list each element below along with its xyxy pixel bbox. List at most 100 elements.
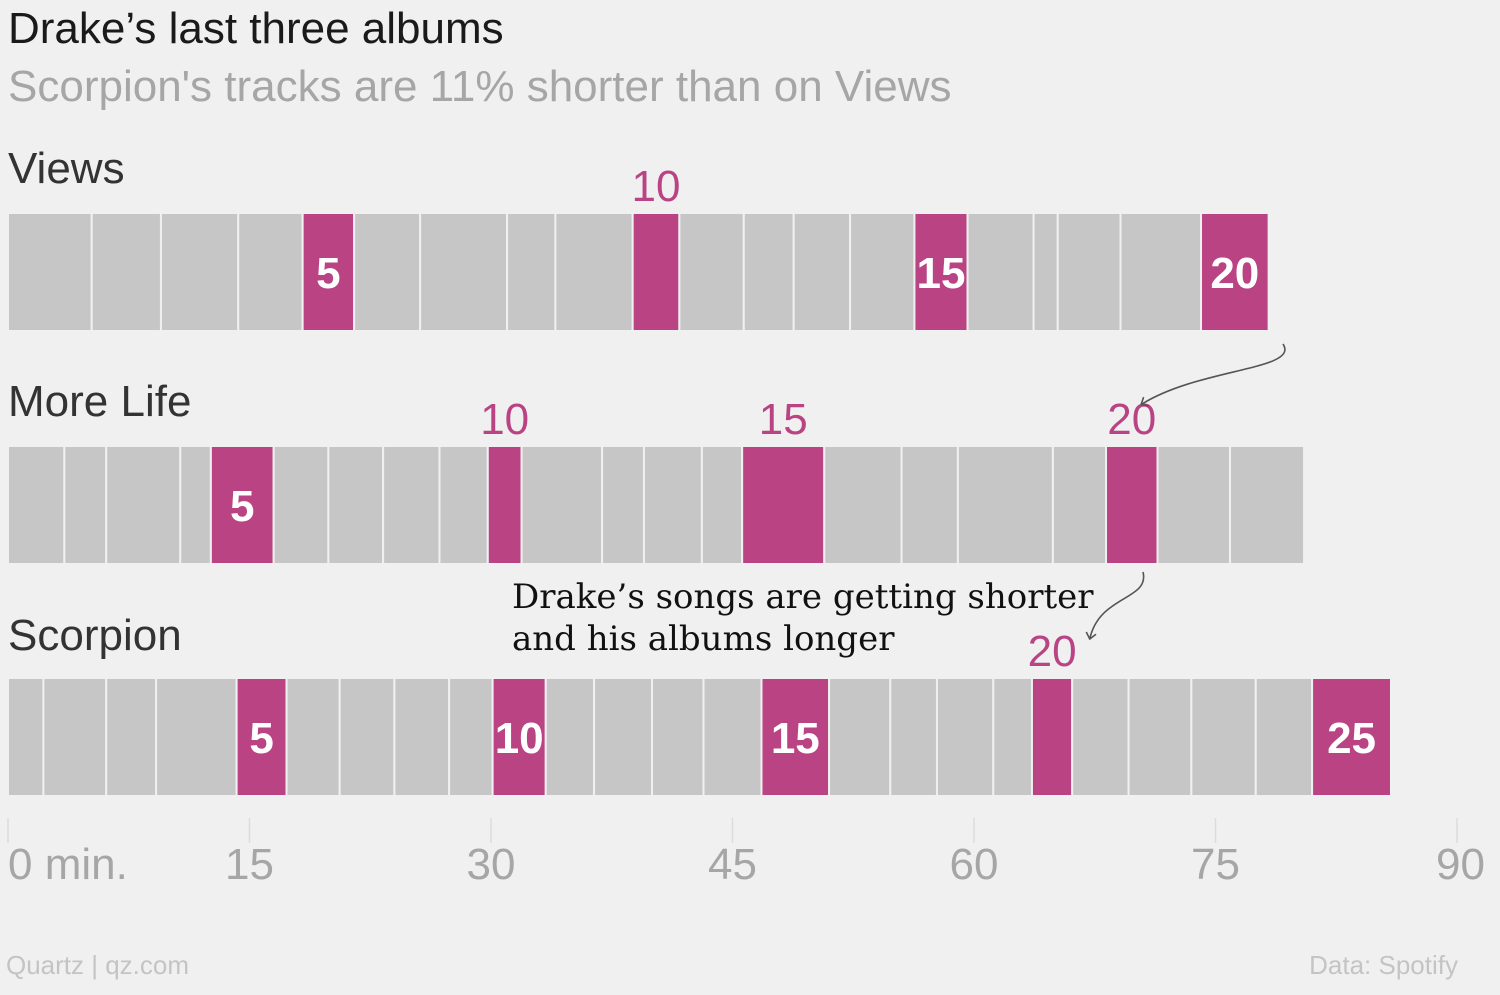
track-number-label: 20 <box>1210 249 1259 298</box>
x-tick-label: 60 <box>950 840 999 889</box>
track-bar <box>42 677 108 797</box>
track-bar <box>966 212 1035 332</box>
track-bar <box>1127 677 1193 797</box>
track-bar <box>105 445 182 565</box>
track-bar-highlighted <box>913 212 969 332</box>
track-bar <box>992 677 1033 797</box>
track-bar <box>702 677 763 797</box>
track-bar <box>823 445 903 565</box>
annotation-line-1: Drake’s songs are getting shorter <box>512 577 1094 617</box>
track-number-label: 10 <box>480 395 529 444</box>
track-bar <box>678 212 745 332</box>
track-bar <box>651 677 705 797</box>
track-bar <box>1254 677 1314 797</box>
chart-title: Drake’s last three albums <box>8 4 504 53</box>
x-axis: 0 min. 15 30 45 60 75 90 <box>8 840 1485 889</box>
track-bar <box>237 212 304 332</box>
track-number-label: 5 <box>316 249 340 298</box>
album-label-scorpion: Scorpion <box>8 611 182 660</box>
track-bar <box>63 445 108 565</box>
x-tick-label: 0 min. <box>8 840 128 889</box>
track-bar <box>285 677 341 797</box>
track-bar-highlighted <box>1105 445 1159 565</box>
arrow-views-to-more-life <box>1140 343 1286 407</box>
track-bar <box>900 445 959 565</box>
track-bar <box>700 445 744 565</box>
track-bar <box>520 445 604 565</box>
track-bar <box>792 212 852 332</box>
x-tick-label: 75 <box>1191 840 1240 889</box>
source-text: Data: Spotify <box>1309 950 1458 980</box>
annotation-line-2: and his albums longer <box>512 619 895 659</box>
x-tick-label: 15 <box>225 840 274 889</box>
arrow-more-life-to-scorpion <box>1085 571 1145 641</box>
track-number-label: 20 <box>1028 627 1077 676</box>
track-number-label: 15 <box>917 249 966 298</box>
track-bar <box>935 677 995 797</box>
track-bar <box>544 677 596 797</box>
track-bar <box>272 445 330 565</box>
track-bar <box>1228 445 1306 565</box>
track-bar <box>438 445 489 565</box>
x-tick-label: 90 <box>1436 840 1485 889</box>
track-bar <box>338 677 396 797</box>
track-number-labels: 5 10 15 20 5 10 15 20 5 10 15 20 25 <box>230 162 1376 763</box>
track-bar <box>601 445 645 565</box>
track-bar <box>419 212 509 332</box>
track-bar <box>828 677 892 797</box>
track-bar <box>642 445 703 565</box>
track-bar <box>956 445 1054 565</box>
track-bar <box>849 212 916 332</box>
track-bar-highlighted <box>209 445 275 565</box>
track-number-label: 20 <box>1107 395 1156 444</box>
track-bar-highlighted <box>301 212 356 332</box>
track-number-label: 5 <box>230 482 254 531</box>
track-bar <box>327 445 385 565</box>
track-bar <box>742 212 795 332</box>
track-bar <box>155 677 238 797</box>
track-number-label: 5 <box>249 714 273 763</box>
track-bar <box>1056 212 1122 332</box>
track-bar-highlighted <box>631 212 681 332</box>
credit-text: Quartz | qz.com <box>6 950 190 980</box>
track-bar <box>105 677 158 797</box>
track-bar <box>554 212 634 332</box>
x-tick-label: 45 <box>708 840 757 889</box>
track-bar <box>1156 445 1231 565</box>
track-bar-highlighted <box>1030 677 1074 797</box>
track-bar <box>506 212 557 332</box>
chart-subtitle: Scorpion's tracks are 11% shorter than o… <box>8 62 952 111</box>
track-bar <box>179 445 212 565</box>
track-bar-highlighted <box>741 445 826 565</box>
track-bar <box>1032 212 1059 332</box>
track-bar <box>7 677 45 797</box>
x-gridlines <box>7 818 1458 843</box>
track-bar <box>7 212 93 332</box>
track-bar-highlighted <box>760 677 831 797</box>
track-bar <box>382 445 441 565</box>
track-bar-highlighted <box>1200 212 1270 332</box>
album-label-more-life: More Life <box>8 377 192 426</box>
track-number-label: 15 <box>771 714 820 763</box>
track-number-label: 25 <box>1327 714 1376 763</box>
track-bar <box>353 212 422 332</box>
track-number-label: 10 <box>495 714 544 763</box>
track-bars <box>7 212 1392 797</box>
track-bar <box>1190 677 1257 797</box>
track-bar <box>90 212 162 332</box>
track-bar <box>7 445 66 565</box>
track-bar <box>889 677 938 797</box>
track-bar-highlighted <box>486 445 523 565</box>
track-bar-highlighted <box>1311 677 1392 797</box>
track-bar <box>159 212 240 332</box>
track-bar <box>1119 212 1203 332</box>
track-number-label: 10 <box>632 162 681 211</box>
track-bar <box>448 677 494 797</box>
album-label-views: Views <box>8 144 125 193</box>
track-bar <box>1051 445 1108 565</box>
x-tick-label: 30 <box>467 840 516 889</box>
chart-annotation: Drake’s songs are getting shorter and hi… <box>512 576 1094 660</box>
track-bar <box>1071 677 1130 797</box>
track-bar-highlighted <box>491 677 547 797</box>
